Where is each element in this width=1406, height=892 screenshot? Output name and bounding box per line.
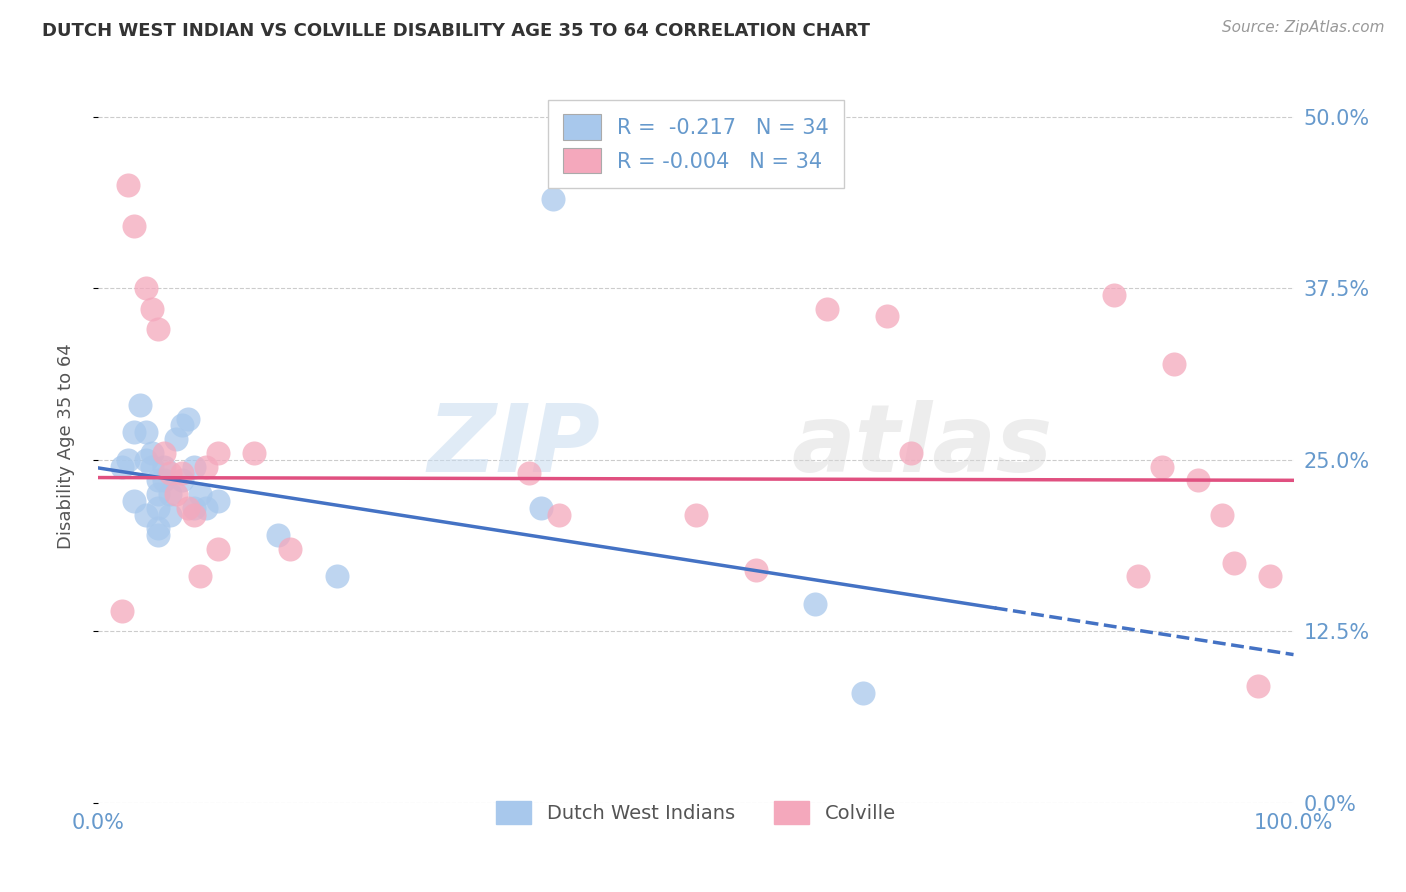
Point xyxy=(135,281,157,295)
Point xyxy=(541,192,564,206)
Point xyxy=(148,473,170,487)
Point xyxy=(900,446,922,460)
Point xyxy=(148,487,170,501)
Point xyxy=(117,452,139,467)
Text: DUTCH WEST INDIAN VS COLVILLE DISABILITY AGE 35 TO 64 CORRELATION CHART: DUTCH WEST INDIAN VS COLVILLE DISABILITY… xyxy=(42,22,870,40)
Point xyxy=(124,494,146,508)
Point xyxy=(815,301,838,316)
Legend: Dutch West Indians, Colville: Dutch West Indians, Colville xyxy=(485,789,907,836)
Point xyxy=(141,459,163,474)
Point xyxy=(148,521,170,535)
Point xyxy=(1258,569,1281,583)
Point xyxy=(117,178,139,193)
Point xyxy=(129,398,152,412)
Point xyxy=(1211,508,1233,522)
Point xyxy=(177,500,200,515)
Point xyxy=(195,459,218,474)
Point xyxy=(148,528,170,542)
Point xyxy=(135,452,157,467)
Point xyxy=(124,219,146,234)
Point xyxy=(135,425,157,440)
Point xyxy=(172,418,194,433)
Point xyxy=(745,562,768,576)
Point xyxy=(326,569,349,583)
Point xyxy=(267,528,290,542)
Text: ZIP: ZIP xyxy=(427,400,600,492)
Point xyxy=(141,301,163,316)
Point xyxy=(1104,288,1126,302)
Point xyxy=(278,541,301,556)
Point xyxy=(172,467,194,481)
Point xyxy=(159,487,181,501)
Point xyxy=(172,473,194,487)
Point xyxy=(148,500,170,515)
Y-axis label: Disability Age 35 to 64: Disability Age 35 to 64 xyxy=(56,343,75,549)
Point xyxy=(188,487,211,501)
Point xyxy=(177,411,200,425)
Point xyxy=(243,446,266,460)
Point xyxy=(852,686,875,700)
Point xyxy=(165,487,187,501)
Point xyxy=(111,459,134,474)
Point xyxy=(183,459,205,474)
Point xyxy=(153,473,176,487)
Point xyxy=(1152,459,1174,474)
Point xyxy=(183,500,205,515)
Point xyxy=(517,467,540,481)
Point xyxy=(148,322,170,336)
Point xyxy=(195,500,218,515)
Point xyxy=(183,508,205,522)
Point xyxy=(530,500,553,515)
Point xyxy=(1163,357,1185,371)
Point xyxy=(1128,569,1150,583)
Point xyxy=(135,508,157,522)
Point xyxy=(207,541,229,556)
Point xyxy=(111,604,134,618)
Point xyxy=(547,508,569,522)
Point xyxy=(1223,556,1246,570)
Point xyxy=(188,569,211,583)
Point xyxy=(124,425,146,440)
Point xyxy=(207,494,229,508)
Point xyxy=(1187,473,1209,487)
Point xyxy=(153,446,176,460)
Point xyxy=(159,508,181,522)
Point xyxy=(153,459,176,474)
Point xyxy=(165,432,187,446)
Point xyxy=(159,467,181,481)
Text: Source: ZipAtlas.com: Source: ZipAtlas.com xyxy=(1222,20,1385,35)
Point xyxy=(876,309,898,323)
Text: atlas: atlas xyxy=(792,400,1053,492)
Point xyxy=(804,597,827,611)
Point xyxy=(141,446,163,460)
Point xyxy=(1247,679,1270,693)
Point xyxy=(685,508,707,522)
Point xyxy=(207,446,229,460)
